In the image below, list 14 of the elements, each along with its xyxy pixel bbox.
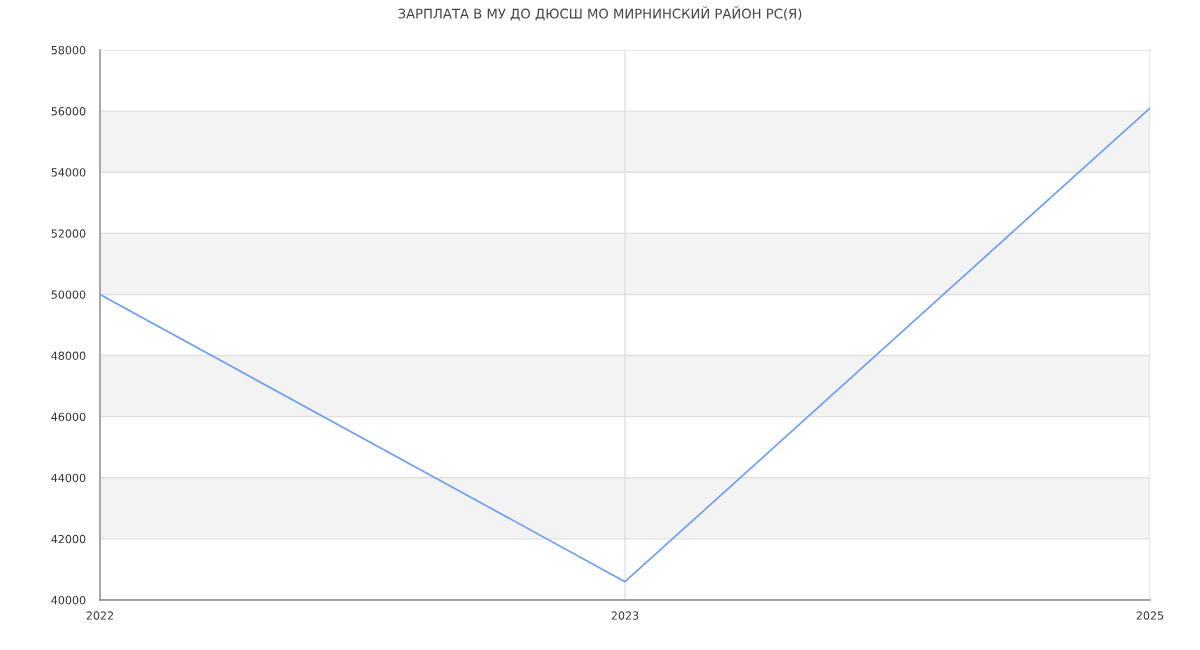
y-tick-label: 58000: [51, 45, 86, 55]
y-tick-label: 48000: [51, 351, 86, 360]
y-tick-label: 46000: [51, 412, 86, 422]
x-tick-label: 2025: [1136, 611, 1164, 620]
y-tick-label: 50000: [51, 290, 86, 299]
y-tick-label: 52000: [51, 229, 86, 238]
y-tick-label: 44000: [51, 473, 86, 483]
x-tick-label: 2022: [86, 611, 114, 620]
y-tick-label: 42000: [51, 534, 86, 544]
chart-title: ЗАРПЛАТА В МУ ДО ДЮСШ МО МИРНИНСКИЙ РАЙОН РС(Я): [398, 6, 802, 21]
x-tick-label: 2023: [611, 611, 639, 620]
y-tick-label: 54000: [51, 168, 86, 177]
y-tick-label: 56000: [51, 107, 86, 116]
y-tick-label: 40000: [51, 595, 86, 605]
